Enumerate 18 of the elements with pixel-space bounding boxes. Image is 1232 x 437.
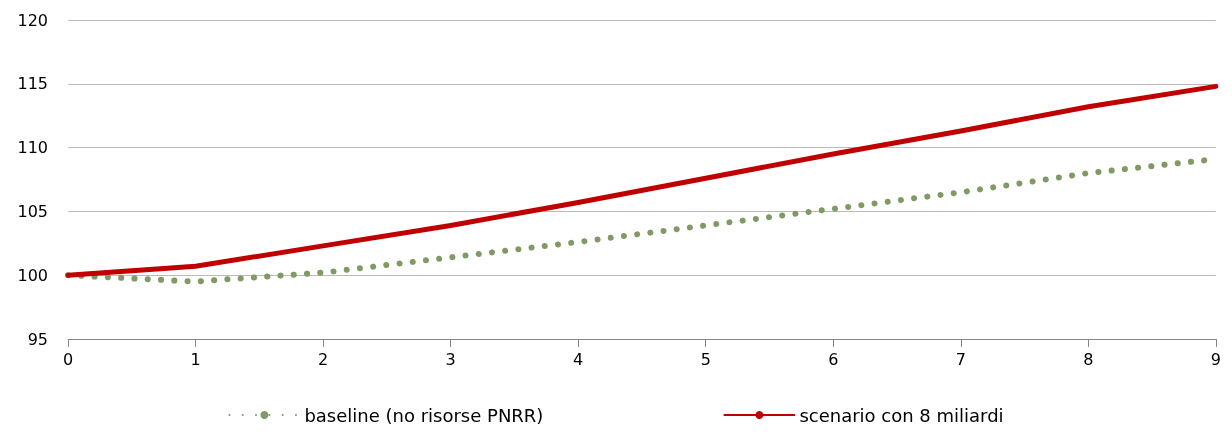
x-tick-label: 8	[1083, 349, 1094, 369]
x-tick-label: 6	[828, 349, 839, 369]
legend-label: scenario con 8 miliardi	[799, 404, 1004, 426]
x-tick-label: 0	[62, 349, 74, 369]
y-tick-label: 120	[17, 10, 48, 30]
x-tick-label: 7	[955, 349, 966, 369]
x-tick-label: 4	[573, 349, 584, 369]
y-tick-label: 115	[17, 74, 48, 94]
y-tick-label: 100	[17, 265, 48, 285]
x-tick-label: 2	[318, 349, 329, 369]
x-tick-label: 3	[445, 349, 456, 369]
legend-label: baseline (no risorse PNRR)	[304, 404, 544, 426]
x-tick-label: 9	[1210, 349, 1221, 369]
x-tick-label: 5	[700, 349, 711, 369]
y-tick-label: 95	[27, 329, 48, 349]
x-tick-label: 1	[190, 349, 201, 369]
y-tick-label: 105	[17, 201, 48, 221]
y-tick-label: 110	[17, 138, 48, 158]
